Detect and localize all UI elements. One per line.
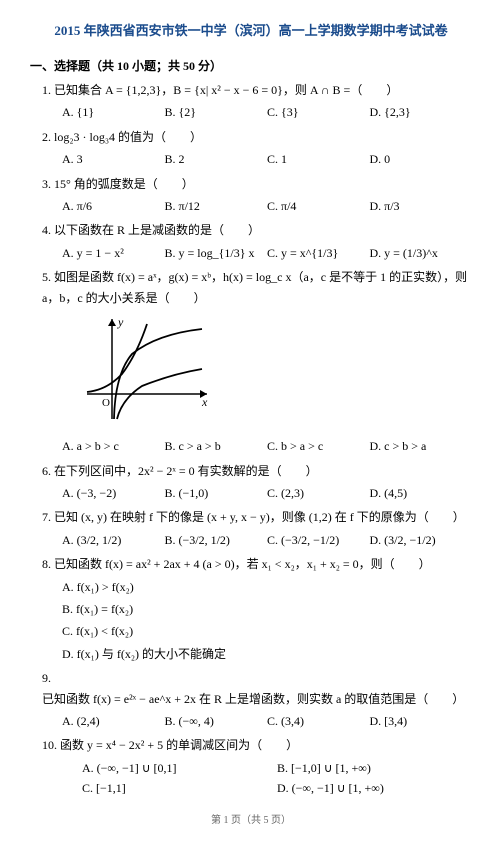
- qtext: 已知 (x, y) 在映射 f 下的像是 (x + y, x − y)，则像 (…: [54, 510, 465, 524]
- choice-b: B. f(x₁) = f(x₂): [62, 599, 472, 619]
- choice-c: C. (3,4): [267, 711, 370, 731]
- question-2: 2. log₂3 · log₃4 的值为（ ） A. 3 B. 2 C. 1 D…: [42, 127, 472, 170]
- qtext: 已知函数 f(x) = e²ˣ − ae^x + 2x 在 R 上是增函数，则实…: [42, 692, 464, 706]
- choice-d: D. 0: [370, 149, 473, 169]
- choice-c: C. π/4: [267, 196, 370, 216]
- qtext: 15° 角的弧度数是（ ）: [54, 177, 194, 191]
- choice-b: B. c > a > b: [165, 436, 268, 456]
- choice-d: D. {2,3}: [370, 102, 473, 122]
- qtext: log₂3 · log₃4 的值为（ ）: [54, 130, 202, 144]
- choice-b: B. (−3/2, 1/2): [165, 530, 268, 550]
- qtext: 以下函数在 R 上是减函数的是（ ）: [54, 223, 260, 237]
- qnum: 2.: [42, 130, 51, 144]
- choice-c: C. y = x^{1/3}: [267, 243, 370, 263]
- question-7: 7. 已知 (x, y) 在映射 f 下的像是 (x + y, x − y)，则…: [42, 507, 472, 550]
- choices: A. (2,4) B. (−∞, 4) C. (3,4) D. [3,4): [62, 711, 472, 731]
- svg-text:x: x: [201, 395, 208, 409]
- choices: A. (−3, −2) B. (−1,0) C. (2,3) D. (4,5): [62, 483, 472, 503]
- qnum: 6.: [42, 464, 51, 478]
- choice-c: C. {3}: [267, 102, 370, 122]
- choice-b: B. {2}: [165, 102, 268, 122]
- qtext: 如图是函数 f(x) = aˣ，g(x) = xᵇ，h(x) = log_c x…: [42, 270, 467, 304]
- choices: A. (−∞, −1] ∪ [0,1] B. [−1,0] ∪ [1, +∞) …: [62, 758, 472, 799]
- choice-b: B. y = log_{1/3} x: [165, 243, 268, 263]
- qtext: 已知函数 f(x) = ax² + 2ax + 4 (a > 0)，若 x₁ <…: [54, 557, 431, 571]
- choices: A. (3/2, 1/2) B. (−3/2, 1/2) C. (−3/2, −…: [62, 530, 472, 550]
- choice-d: D. (−∞, −1] ∪ [1, +∞): [277, 778, 472, 798]
- exam-title: 2015 年陕西省西安市铁一中学（滨河）高一上学期数学期中考试试卷: [30, 20, 472, 39]
- qnum: 4.: [42, 223, 51, 237]
- choice-b: B. π/12: [165, 196, 268, 216]
- qtext: 在下列区间中，2x² − 2ˣ = 0 有实数解的是（ ）: [54, 464, 318, 478]
- choice-b: B. (−∞, 4): [165, 711, 268, 731]
- question-10: 10. 函数 y = x⁴ − 2x² + 5 的单调减区间为（ ） A. (−…: [42, 735, 472, 798]
- choice-c: C. (−3/2, −1/2): [267, 530, 370, 550]
- choice-b: B. 2: [165, 149, 268, 169]
- choice-a: A. {1}: [62, 102, 165, 122]
- choice-d: D. [3,4): [370, 711, 473, 731]
- choice-a: A. f(x₁) > f(x₂): [62, 577, 472, 597]
- section-header: 一、选择题（共 10 小题；共 50 分）: [30, 57, 472, 74]
- question-6: 6. 在下列区间中，2x² − 2ˣ = 0 有实数解的是（ ） A. (−3,…: [42, 461, 472, 504]
- question-8: 8. 已知函数 f(x) = ax² + 2ax + 4 (a > 0)，若 x…: [42, 554, 472, 664]
- choice-c: C. [−1,1]: [82, 778, 277, 798]
- choice-c: C. (2,3): [267, 483, 370, 503]
- choices: A. 3 B. 2 C. 1 D. 0: [62, 149, 472, 169]
- choices: A. {1} B. {2} C. {3} D. {2,3}: [62, 102, 472, 122]
- qtext: 函数 y = x⁴ − 2x² + 5 的单调减区间为（ ）: [60, 738, 298, 752]
- question-4: 4. 以下函数在 R 上是减函数的是（ ） A. y = 1 − x² B. y…: [42, 220, 472, 263]
- choice-d: D. y = (1/3)^x: [370, 243, 473, 263]
- choice-d: D. (3/2, −1/2): [370, 530, 473, 550]
- question-1: 1. 已知集合 A = {1,2,3}，B = {x| x² − x − 6 =…: [42, 80, 472, 123]
- choices: A. y = 1 − x² B. y = log_{1/3} x C. y = …: [62, 243, 472, 263]
- choice-c: C. b > a > c: [267, 436, 370, 456]
- question-9: 9. 已知函数 f(x) = e²ˣ − ae^x + 2x 在 R 上是增函数…: [42, 668, 472, 731]
- choices: A. π/6 B. π/12 C. π/4 D. π/3: [62, 196, 472, 216]
- choices: A. a > b > c B. c > a > b C. b > a > c D…: [62, 436, 472, 456]
- qnum: 3.: [42, 177, 51, 191]
- choice-a: A. π/6: [62, 196, 165, 216]
- function-graph: x y O: [82, 314, 472, 430]
- qnum: 8.: [42, 557, 51, 571]
- choice-d: D. c > b > a: [370, 436, 473, 456]
- choice-d: D. π/3: [370, 196, 473, 216]
- choice-d: D. (4,5): [370, 483, 473, 503]
- choice-a: A. 3: [62, 149, 165, 169]
- choice-a: A. (3/2, 1/2): [62, 530, 165, 550]
- qnum: 7.: [42, 510, 51, 524]
- page-footer: 第 1 页（共 5 页）: [30, 811, 472, 826]
- qtext: 已知集合 A = {1,2,3}，B = {x| x² − x − 6 = 0}…: [54, 83, 398, 97]
- choice-a: A. (−∞, −1] ∪ [0,1]: [82, 758, 277, 778]
- choice-c: C. 1: [267, 149, 370, 169]
- qnum: 9.: [42, 671, 51, 685]
- svg-text:O: O: [102, 397, 110, 409]
- question-3: 3. 15° 角的弧度数是（ ） A. π/6 B. π/12 C. π/4 D…: [42, 174, 472, 217]
- qnum: 1.: [42, 83, 51, 97]
- qnum: 5.: [42, 270, 51, 284]
- choice-d: D. f(x₁) 与 f(x₂) 的大小不能确定: [62, 644, 472, 664]
- svg-text:y: y: [117, 315, 124, 329]
- question-5: 5. 如图是函数 f(x) = aˣ，g(x) = xᵇ，h(x) = log_…: [42, 267, 472, 457]
- choice-a: A. a > b > c: [62, 436, 165, 456]
- choice-a: A. y = 1 − x²: [62, 243, 165, 263]
- choice-c: C. f(x₁) < f(x₂): [62, 621, 472, 641]
- choice-b: B. (−1,0): [165, 483, 268, 503]
- choice-b: B. [−1,0] ∪ [1, +∞): [277, 758, 472, 778]
- choice-a: A. (−3, −2): [62, 483, 165, 503]
- choices: A. f(x₁) > f(x₂) B. f(x₁) = f(x₂) C. f(x…: [62, 577, 472, 665]
- qnum: 10.: [42, 738, 57, 752]
- choice-a: A. (2,4): [62, 711, 165, 731]
